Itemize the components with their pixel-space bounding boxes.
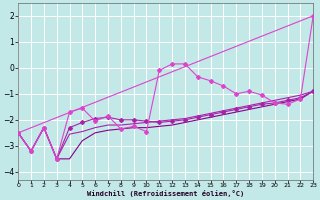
X-axis label: Windchill (Refroidissement éolien,°C): Windchill (Refroidissement éolien,°C) bbox=[87, 190, 244, 197]
